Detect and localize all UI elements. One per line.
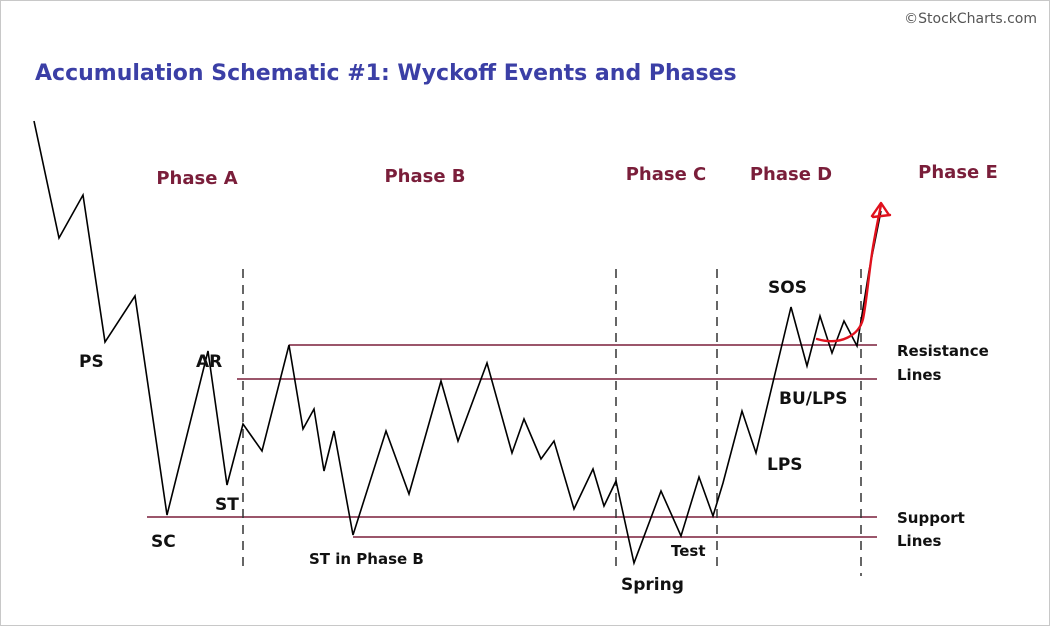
resistance-label-line2: Lines	[897, 366, 942, 384]
arrow-head-icon	[870, 201, 892, 219]
diagram-title: Accumulation Schematic #1: Wyckoff Event…	[35, 61, 737, 86]
event-label-ar: AR	[196, 352, 222, 372]
price-path	[33, 120, 882, 566]
resistance-label-line1: Resistance	[897, 342, 989, 360]
phase-label-b: Phase B	[384, 166, 465, 187]
event-label-st-phase-b: ST in Phase B	[309, 550, 424, 568]
credit-text: ©StockCharts.com	[904, 11, 1037, 27]
phase-label-d: Phase D	[750, 164, 832, 185]
event-label-sc: SC	[151, 532, 176, 552]
breakout-arrow	[815, 203, 883, 343]
event-label-test: Test	[671, 542, 706, 560]
support-label-line1: Support	[897, 509, 965, 527]
phase-label-a: Phase A	[156, 168, 237, 189]
support-label-line2: Lines	[897, 532, 942, 550]
event-label-sos: SOS	[768, 278, 807, 298]
phase-label-c: Phase C	[626, 164, 707, 185]
phase-label-e: Phase E	[918, 162, 998, 183]
event-label-st: ST	[215, 495, 239, 515]
event-label-bu-lps: BU/LPS	[779, 389, 848, 409]
event-label-ps: PS	[79, 352, 104, 372]
event-label-spring: Spring	[621, 575, 684, 595]
event-label-lps: LPS	[767, 455, 803, 475]
